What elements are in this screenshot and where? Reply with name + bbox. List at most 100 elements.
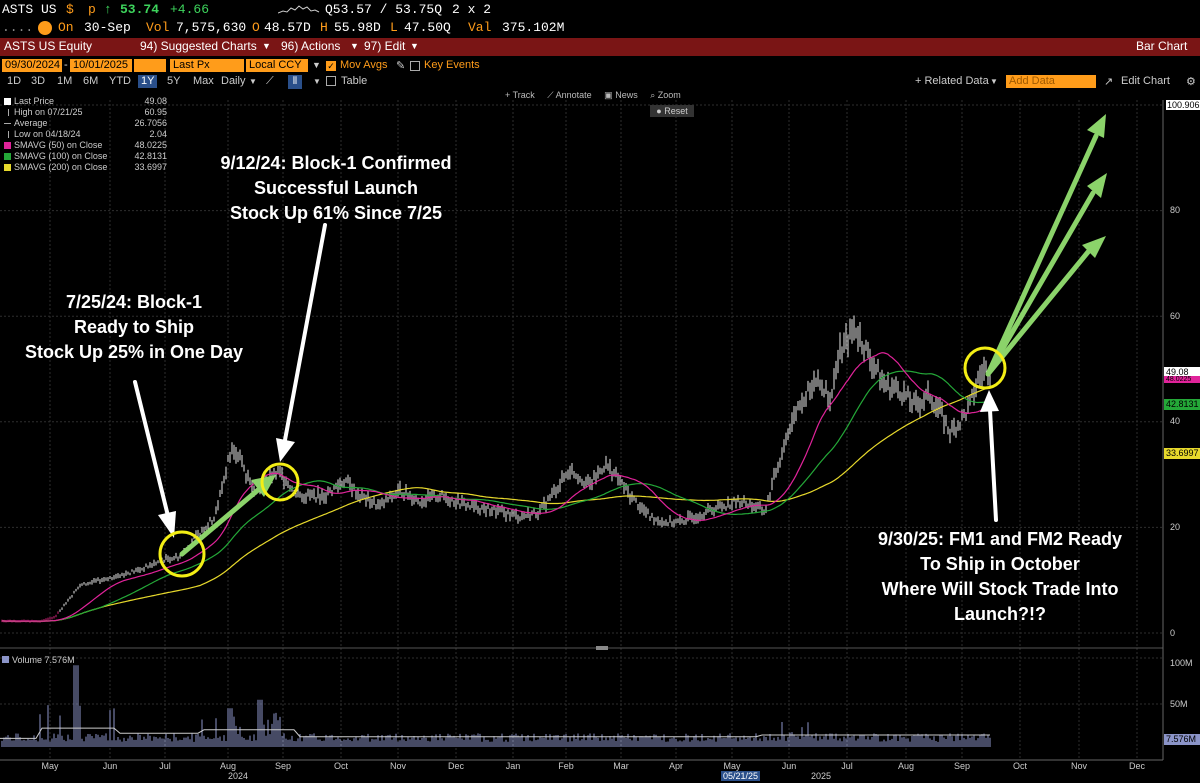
dropdown-caret-icon[interactable]: ▼ — [249, 77, 257, 86]
edit-menu[interactable]: 97) Edit — [364, 39, 406, 53]
dropdown-caret-icon[interactable]: ▼ — [410, 41, 419, 51]
legend-item: Low on 04/18/24 2.04 — [2, 129, 167, 139]
sparkline-icon — [278, 5, 320, 14]
arrowhead-2 — [276, 438, 295, 462]
average-marker-icon — [4, 123, 11, 124]
volume-legend[interactable]: Volume 7.576M — [2, 655, 75, 665]
month-label: Nov — [1070, 761, 1087, 771]
pencil-icon[interactable]: ✎ — [396, 60, 406, 72]
sma200-line — [1, 387, 991, 622]
suggested-charts-menu[interactable]: 94) Suggested Charts — [140, 39, 257, 53]
month-label: Jul — [159, 761, 171, 771]
chart-icon[interactable] — [38, 21, 52, 35]
pane-resize-handle[interactable] — [596, 646, 608, 650]
annotation-arrows — [133, 114, 1107, 557]
period-1m[interactable]: 1M — [57, 75, 73, 87]
dropdown-caret-icon[interactable]: ▼ — [313, 77, 321, 86]
table-checkbox[interactable] — [326, 76, 336, 86]
table-label[interactable]: Table — [341, 75, 368, 87]
period-3d[interactable]: 3D — [31, 75, 46, 87]
annotate-icon[interactable]: ⟋ — [547, 90, 554, 100]
volume-average-line — [0, 727, 990, 739]
green-arrow-2 — [985, 133, 1099, 377]
mov-avgs-checkbox[interactable]: ✓ — [326, 61, 336, 71]
bar-chart-icon[interactable]: ⫴ — [288, 75, 302, 89]
month-label: Jul — [841, 761, 853, 771]
news-icon[interactable]: ▣ — [604, 90, 613, 100]
start-date-input[interactable]: 09/30/2024 — [2, 59, 62, 72]
dropdown-caret-icon[interactable]: ▼ — [990, 77, 998, 86]
legend-value: 26.7056 — [134, 118, 167, 128]
volume-bars — [1, 665, 991, 747]
menu-dots-icon[interactable]: .... — [2, 20, 34, 35]
low-marker-icon — [8, 131, 9, 138]
period-toolbar: 1D 3D 1M 6M YTD 1Y 5Y Max Daily ▼ ⟋ ⫴ ▼ … — [0, 74, 1200, 90]
annotation-line: 9/12/24: Block-1 Confirmed — [220, 153, 452, 173]
legend-value: 60.95 — [144, 107, 167, 117]
key-events-checkbox[interactable] — [410, 61, 420, 71]
ticker[interactable]: ASTS US — [2, 2, 57, 17]
date-label: On — [58, 20, 74, 35]
track-tool[interactable]: Track — [512, 90, 535, 100]
zoom-icon[interactable]: ⌕ — [650, 90, 656, 100]
date-marker: 05/21/25 — [721, 771, 761, 781]
month-label: May — [41, 761, 59, 771]
actions-menu[interactable]: 96) Actions — [281, 39, 341, 53]
legend-label: Last Price — [14, 96, 55, 106]
y-axis-top-tag: 100.9062 — [1166, 100, 1200, 110]
price-flag: p — [88, 2, 96, 17]
key-events-label[interactable]: Key Events — [424, 59, 480, 71]
arrow-1 — [133, 380, 170, 518]
dropdown-caret-icon[interactable]: ▼ — [350, 41, 359, 51]
reset-icon: ● — [656, 106, 662, 116]
expand-icon[interactable]: ↗ — [1104, 76, 1114, 88]
period-max[interactable]: Max — [193, 75, 214, 87]
news-tool[interactable]: News — [615, 90, 638, 100]
period-6m[interactable]: 6M — [83, 75, 99, 87]
low-label: L — [390, 20, 398, 35]
highlight-circle-2 — [260, 462, 300, 502]
period-1d[interactable]: 1D — [7, 75, 22, 87]
vol-tick-100m: 100M — [1170, 658, 1193, 668]
legend-value: 48.0225 — [134, 140, 167, 150]
green-arrow-3 — [985, 190, 1096, 377]
annotation-block1-ready: 7/25/24: Block-1 Ready to Ship Stock Up … — [14, 290, 254, 365]
annotate-tool[interactable]: Annotate — [555, 90, 592, 100]
calendar-icon[interactable] — [134, 59, 166, 72]
high-value: 55.98D — [334, 20, 381, 35]
reset-button[interactable]: ● Reset — [650, 105, 694, 117]
price-change: +4.66 — [170, 2, 210, 17]
dropdown-caret-icon[interactable]: ▼ — [312, 60, 321, 70]
add-data-input[interactable]: Add Data — [1006, 75, 1096, 88]
month-label: Sep — [953, 761, 970, 771]
arrowhead-3 — [980, 390, 999, 412]
currency-select[interactable]: Local CCY — [246, 59, 308, 72]
month-label: Oct — [333, 761, 348, 771]
dropdown-caret-icon[interactable]: ▼ — [262, 41, 271, 51]
period-1y[interactable]: 1Y — [138, 75, 158, 88]
vol-label: Vol — [146, 20, 170, 35]
field-select[interactable]: Last Px — [170, 59, 244, 72]
legend-item[interactable]: Last Price 49.08 — [2, 96, 167, 106]
related-data-button[interactable]: + Related Data — [915, 75, 989, 87]
line-chart-icon[interactable]: ⟋ — [266, 75, 274, 87]
zoom-tool[interactable]: Zoom — [657, 90, 681, 100]
mov-avgs-label[interactable]: Mov Avgs — [340, 59, 388, 71]
legend-item[interactable]: SMAVG (200) on Close 33.6997 — [2, 162, 167, 172]
period-5y[interactable]: 5Y — [167, 75, 181, 87]
function-bar: ASTS US Equity 94) Suggested Charts ▼ 96… — [0, 38, 1200, 56]
currency: $ — [66, 2, 74, 17]
sma50-line — [1, 352, 991, 622]
end-date-input[interactable]: 10/01/2025 — [70, 59, 132, 72]
track-icon[interactable]: + — [505, 90, 511, 100]
frequency-select[interactable]: Daily — [221, 75, 246, 87]
price-chart[interactable] — [0, 90, 1200, 783]
edit-chart-button[interactable]: Edit Chart — [1121, 75, 1170, 87]
grid — [0, 100, 1163, 760]
security-name[interactable]: ASTS US Equity — [4, 39, 93, 53]
legend-item[interactable]: SMAVG (50) on Close 48.0225 — [2, 140, 167, 150]
period-ytd[interactable]: YTD — [109, 75, 131, 87]
legend-item[interactable]: SMAVG (100) on Close 42.8131 — [2, 151, 167, 161]
sma50-tag: 48.0225 — [1164, 376, 1200, 383]
gear-icon[interactable]: ⚙ — [1186, 76, 1196, 88]
